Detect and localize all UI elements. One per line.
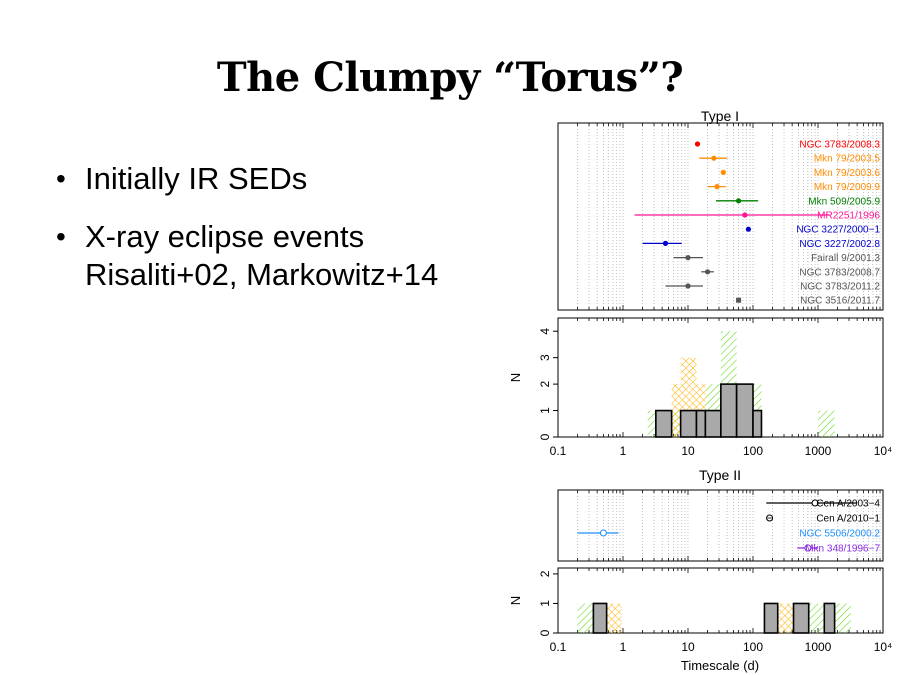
series-label: Mkn 509/2005.9 <box>808 196 880 207</box>
x-tick-label: 100 <box>743 640 763 654</box>
y-axis-label: N <box>508 373 523 382</box>
series-label: NGC 3227/2000−1 <box>796 225 880 236</box>
x-tick-label: 1 <box>620 640 627 654</box>
series-label: Mkn 79/2003.6 <box>814 168 881 179</box>
x-tick-label: 0.1 <box>550 444 567 458</box>
x-tick-label: 10 <box>681 444 695 458</box>
y-tick-label: 1 <box>538 407 552 414</box>
histogram-bar <box>606 603 622 633</box>
series-label: Mkn 79/2003.5 <box>814 154 881 165</box>
data-point <box>599 529 607 537</box>
slide-title: The Clumpy “Torus”? <box>216 54 684 101</box>
y-axis-label: N <box>508 596 523 605</box>
histogram-bar <box>695 409 707 438</box>
histogram-bar <box>752 409 763 438</box>
histogram-bar <box>655 409 673 438</box>
y-tick-label: 4 <box>538 328 552 335</box>
series-label: NGC 3783/2011.2 <box>800 282 880 293</box>
y-tick-label: 2 <box>538 380 552 387</box>
x-tick-label: 1 <box>620 444 627 458</box>
series-label: Mkn 348/1996−7 <box>805 544 880 555</box>
data-point <box>735 198 742 204</box>
data-point <box>694 141 701 147</box>
data-point <box>745 226 752 232</box>
plot-frame <box>557 489 884 562</box>
type-two-title: Type II <box>699 467 741 483</box>
series-label: NGC 3783/2008.7 <box>799 267 880 278</box>
histogram-bar <box>592 602 608 634</box>
series-label: NGC 3227/2002.8 <box>799 239 880 250</box>
histogram-bar <box>577 603 594 633</box>
series-label: Fairall 9/2001.3 <box>811 253 880 264</box>
histogram-bar <box>818 410 835 437</box>
data-point <box>685 283 691 289</box>
data-point <box>736 297 742 303</box>
data-point <box>704 269 711 275</box>
bullet-item-ir-seds: Initially IR SEDs <box>52 160 522 198</box>
histogram-bar <box>823 602 836 634</box>
data-point <box>811 499 819 507</box>
bullet-list: Initially IR SEDs X-ray eclipse events R… <box>52 160 522 314</box>
histogram-bar <box>720 383 738 438</box>
data-point <box>804 544 812 552</box>
histogram-bar <box>808 603 825 633</box>
data-point <box>711 155 717 161</box>
data-point <box>720 169 726 175</box>
y-tick-label: 0 <box>538 433 552 440</box>
data-point <box>685 255 691 261</box>
histogram-bar <box>704 409 722 438</box>
bullet-text: Initially IR SEDs <box>85 161 308 196</box>
data-point <box>742 212 748 218</box>
series-label: Cen A/2003−4 <box>816 499 880 510</box>
type-one-title: Type I <box>701 108 739 124</box>
histogram-bar <box>735 383 754 438</box>
series-label: NGC 5506/2000.2 <box>799 529 880 540</box>
data-point <box>662 240 669 246</box>
x-axis-label: Timescale (d) <box>681 658 759 673</box>
histogram-bar <box>834 603 851 633</box>
series-label: MR2251/1996 <box>817 211 880 222</box>
histogram-bar <box>763 602 779 634</box>
histogram-bar <box>647 410 656 437</box>
y-tick-label: 1 <box>538 600 552 607</box>
series-label: Mkn 79/2009.9 <box>814 182 881 193</box>
bullet-item-xray-eclipse: X-ray eclipse events Risaliti+02, Markow… <box>52 218 522 294</box>
histogram-bar <box>792 602 810 634</box>
y-tick-label: 2 <box>538 570 552 577</box>
x-tick-label: 100 <box>743 444 763 458</box>
x-tick-label: 10⁴ <box>874 640 893 654</box>
y-tick-label: 0 <box>538 629 552 636</box>
bullet-citation: Risaliti+02, Markowitz+14 <box>85 257 439 292</box>
bullet-text: X-ray eclipse events <box>85 219 365 254</box>
series-label: Cen A/2010−1 <box>816 514 880 525</box>
histogram-bar <box>777 603 794 633</box>
data-point <box>714 184 720 190</box>
histogram-bar <box>679 409 698 438</box>
y-tick-label: 3 <box>538 354 552 361</box>
x-tick-label: 1000 <box>805 444 832 458</box>
histogram-bar <box>671 384 681 437</box>
series-label: NGC 3783/2008.3 <box>799 140 880 151</box>
series-label: NGC 3516/2011.7 <box>800 296 880 307</box>
x-tick-label: 1000 <box>805 640 832 654</box>
plot-frame <box>557 122 884 311</box>
x-tick-label: 10 <box>681 640 695 654</box>
x-tick-label: 0.1 <box>550 640 567 654</box>
x-tick-label: 10⁴ <box>874 444 893 458</box>
